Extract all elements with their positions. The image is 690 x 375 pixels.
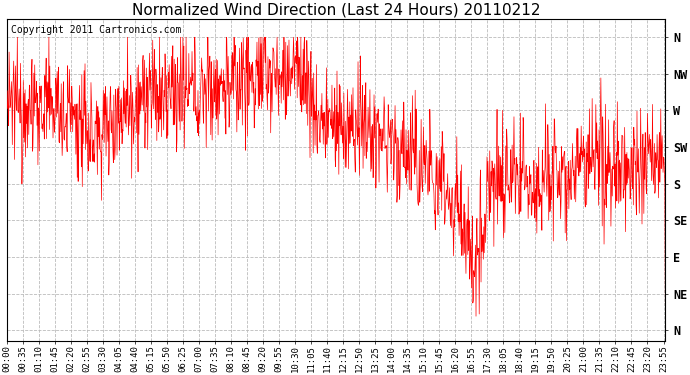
Text: Copyright 2011 Cartronics.com: Copyright 2011 Cartronics.com [10, 26, 181, 35]
Title: Normalized Wind Direction (Last 24 Hours) 20110212: Normalized Wind Direction (Last 24 Hours… [132, 3, 540, 18]
